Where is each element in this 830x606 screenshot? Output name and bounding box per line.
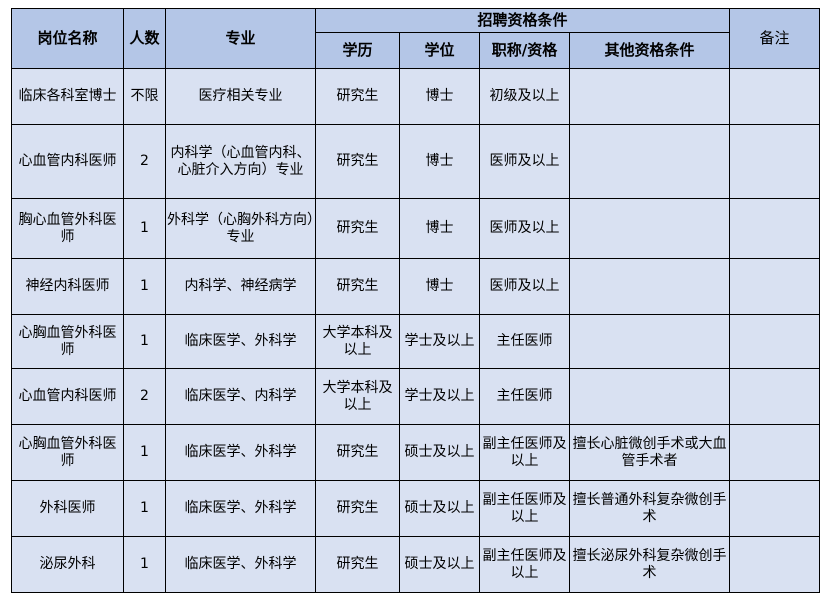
cell-title: 副主任医师及以上 (479, 480, 570, 537)
cell-position: 神经内科医师 (11, 258, 124, 315)
cell-position: 泌尿外科 (11, 536, 124, 593)
cell-other (568, 68, 731, 125)
cell-remarks (729, 368, 821, 425)
cell-position: 心血管内科医师 (11, 368, 124, 425)
header-major: 专业 (165, 8, 316, 69)
cell-degree: 硕士及以上 (399, 480, 480, 537)
cell-degree: 博士 (399, 258, 480, 315)
cell-remarks (729, 314, 821, 369)
cell-count: 1 (123, 536, 166, 593)
cell-education: 研究生 (315, 68, 400, 125)
cell-other: 擅长心脏微创手术或大血管手术者 (568, 424, 731, 481)
table-row: 神经内科医师 1 内科学、神经病学 研究生 博士 医师及以上 (11, 258, 821, 315)
cell-position: 心胸血管外科医师 (11, 314, 124, 369)
cell-other (568, 124, 731, 199)
cell-major: 临床医学、内科学 (165, 368, 316, 425)
cell-count: 1 (123, 314, 166, 369)
cell-count: 2 (123, 368, 166, 425)
cell-education: 研究生 (315, 480, 400, 537)
cell-title: 医师及以上 (479, 124, 570, 199)
header-count: 人数 (123, 8, 166, 69)
cell-position: 心血管内科医师 (11, 124, 124, 199)
cell-count: 1 (123, 198, 166, 259)
header-education: 学历 (315, 32, 400, 69)
table-row: 心血管内科医师 2 临床医学、内科学 大学本科及以上 学士及以上 主任医师 (11, 368, 821, 425)
cell-education: 研究生 (315, 124, 400, 199)
header-position: 岗位名称 (11, 8, 124, 69)
cell-title: 副主任医师及以上 (479, 424, 570, 481)
cell-major: 临床医学、外科学 (165, 314, 316, 369)
cell-remarks (729, 124, 821, 199)
table-row: 外科医师 1 临床医学、外科学 研究生 硕士及以上 副主任医师及以上 擅长普通外科复杂微创手… (11, 480, 821, 537)
cell-education: 研究生 (315, 424, 400, 481)
cell-title: 初级及以上 (479, 68, 570, 125)
cell-position: 临床各科室博士 (11, 68, 124, 125)
cell-degree: 博士 (399, 198, 480, 259)
header-degree: 学位 (399, 32, 480, 69)
cell-other (568, 314, 731, 369)
table-row: 临床各科室博士 不限 医疗相关专业 研究生 博士 初级及以上 (11, 68, 821, 125)
cell-title: 医师及以上 (479, 198, 570, 259)
cell-remarks (729, 480, 821, 537)
cell-position: 胸心血管外科医师 (11, 198, 124, 259)
cell-education: 大学本科及以上 (315, 314, 400, 369)
cell-degree: 硕士及以上 (399, 536, 480, 593)
cell-other: 擅长普通外科复杂微创手术 (568, 480, 731, 537)
cell-education: 大学本科及以上 (315, 368, 400, 425)
cell-degree: 博士 (399, 68, 480, 125)
cell-major: 临床医学、外科学 (165, 480, 316, 537)
cell-remarks (729, 424, 821, 481)
cell-major: 内科学（心血管内科、心脏介入方向）专业 (165, 124, 316, 199)
header-other: 其他资格条件 (568, 32, 731, 69)
cell-major: 外科学（心胸外科方向）专业 (165, 198, 316, 259)
cell-title: 副主任医师及以上 (479, 536, 570, 593)
cell-education: 研究生 (315, 536, 400, 593)
table-row: 胸心血管外科医师 1 外科学（心胸外科方向）专业 研究生 博士 医师及以上 (11, 198, 821, 259)
recruitment-table: 岗位名称 人数 专业 招聘资格条件 备注 学历 学位 职称/资格 其他资格条件 … (11, 8, 821, 593)
cell-count: 1 (123, 480, 166, 537)
cell-remarks (729, 68, 821, 125)
cell-major: 临床医学、外科学 (165, 536, 316, 593)
cell-remarks (729, 198, 821, 259)
table-row: 心胸血管外科医师 1 临床医学、外科学 大学本科及以上 学士及以上 主任医师 (11, 314, 821, 369)
cell-degree: 学士及以上 (399, 314, 480, 369)
table-row: 心胸血管外科医师 1 临床医学、外科学 研究生 硕士及以上 副主任医师及以上 擅长心脏微创手… (11, 424, 821, 481)
table-body: 临床各科室博士 不限 医疗相关专业 研究生 博士 初级及以上 心血管内科医师 2 内科学（心血管… (11, 68, 821, 593)
cell-education: 研究生 (315, 198, 400, 259)
cell-remarks (729, 536, 821, 593)
cell-other: 擅长泌尿外科复杂微创手术 (568, 536, 731, 593)
header-title: 职称/资格 (479, 32, 570, 69)
cell-count: 2 (123, 124, 166, 199)
cell-major: 医疗相关专业 (165, 68, 316, 125)
cell-major: 内科学、神经病学 (165, 258, 316, 315)
cell-count: 1 (123, 258, 166, 315)
cell-degree: 硕士及以上 (399, 424, 480, 481)
cell-position: 心胸血管外科医师 (11, 424, 124, 481)
cell-other (568, 258, 731, 315)
cell-other (568, 368, 731, 425)
cell-count: 1 (123, 424, 166, 481)
header-remarks: 备注 (729, 8, 821, 69)
cell-remarks (729, 258, 821, 315)
cell-other (568, 198, 731, 259)
cell-title: 主任医师 (479, 368, 570, 425)
cell-major: 临床医学、外科学 (165, 424, 316, 481)
cell-degree: 学士及以上 (399, 368, 480, 425)
header-requirements-group: 招聘资格条件 (314, 8, 731, 33)
cell-degree: 博士 (399, 124, 480, 199)
cell-title: 主任医师 (479, 314, 570, 369)
cell-position: 外科医师 (11, 480, 124, 537)
table-row: 心血管内科医师 2 内科学（心血管内科、心脏介入方向）专业 研究生 博士 医师及以上 (11, 124, 821, 199)
cell-count: 不限 (123, 68, 166, 125)
table-row: 泌尿外科 1 临床医学、外科学 研究生 硕士及以上 副主任医师及以上 擅长泌尿外科复杂微创手… (11, 536, 821, 593)
cell-title: 医师及以上 (479, 258, 570, 315)
cell-education: 研究生 (315, 258, 400, 315)
